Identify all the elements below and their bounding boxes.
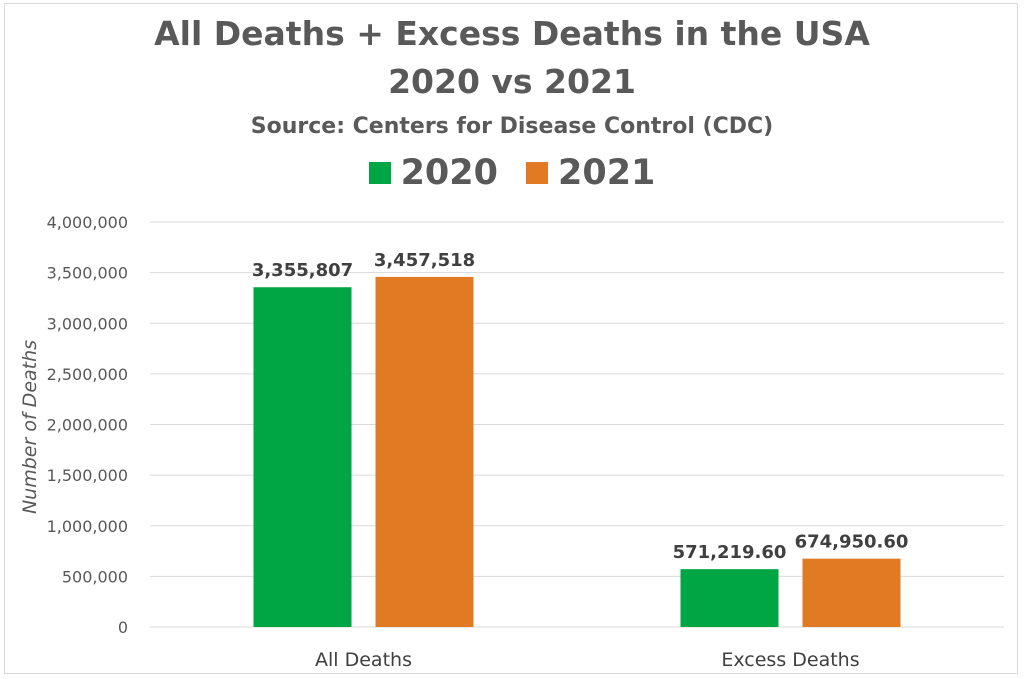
y-tick-label: 1,000,000 xyxy=(47,517,128,536)
bar-data-label: 3,355,807 xyxy=(252,260,353,281)
chart-title-line-2: 2020 vs 2021 xyxy=(388,62,636,101)
bar-data-label: 674,950.60 xyxy=(795,532,909,553)
y-tick-label: 3,500,000 xyxy=(47,264,128,283)
legend-item-2021: 2021 xyxy=(526,153,655,193)
y-tick-labels: 0 500,000 1,000,000 1,500,000 2,000,000 2,500… xyxy=(47,213,128,637)
x-tick-label: Excess Deaths xyxy=(721,649,859,671)
y-tick-label: 500,000 xyxy=(62,567,128,586)
bar-data-label: 571,219.60 xyxy=(673,542,787,563)
legend: 2020 2021 xyxy=(0,153,1024,193)
y-tick-label: 2,500,000 xyxy=(47,365,128,384)
y-tick-label: 3,000,000 xyxy=(47,314,128,333)
chart-source: Source: Centers for Disease Control (CDC… xyxy=(250,114,774,139)
y-tick-label: 4,000,000 xyxy=(47,213,128,232)
legend-item-2020: 2020 xyxy=(368,153,498,193)
bars xyxy=(253,276,901,627)
y-tick-label: 1,500,000 xyxy=(47,466,128,485)
y-tick-label: 2,000,000 xyxy=(47,416,128,435)
bar-2021-excess-deaths xyxy=(802,558,901,627)
y-axis-label: Number of Deaths xyxy=(19,340,41,514)
bar-data-labels: 3,355,807 3,457,518 571,219.60 674,950.60 xyxy=(252,250,909,563)
legend-swatch-2021 xyxy=(526,162,548,184)
bar-2020-excess-deaths xyxy=(680,569,779,627)
bar-2020-all-deaths xyxy=(253,287,352,627)
legend-label-2021: 2021 xyxy=(558,153,656,193)
legend-swatch-2020 xyxy=(368,162,391,184)
x-tick-label: All Deaths xyxy=(315,649,412,671)
y-tick-label: 0 xyxy=(118,618,128,637)
bar-data-label: 3,457,518 xyxy=(374,250,475,271)
x-tick-labels: All Deaths Excess Deaths xyxy=(315,649,860,671)
chart-title: All Deaths + Excess Deaths in the USA xyxy=(154,14,870,53)
bar-2021-all-deaths xyxy=(375,276,474,627)
legend-label-2020: 2020 xyxy=(400,153,498,193)
